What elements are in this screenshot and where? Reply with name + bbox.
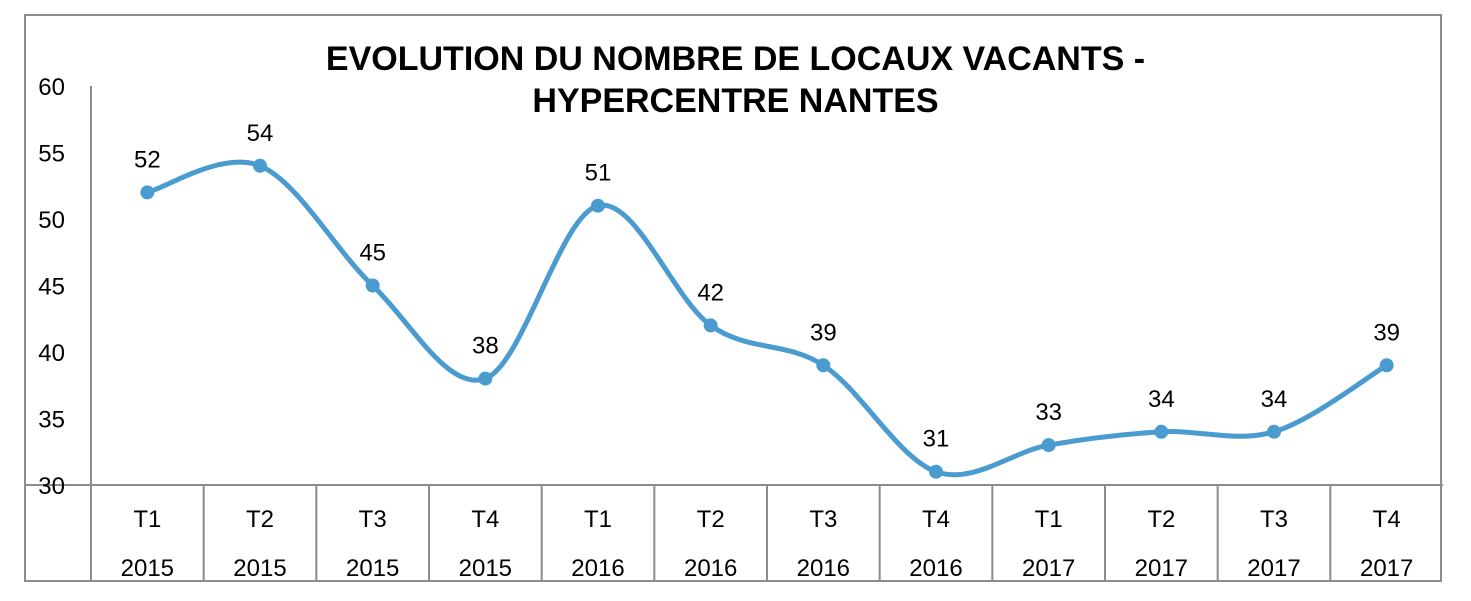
data-label: 39 <box>810 319 837 346</box>
data-label: 34 <box>1148 386 1175 413</box>
x-tick-label-quarter: T4 <box>922 506 950 533</box>
x-tick-label-year: 2017 <box>1360 555 1413 582</box>
x-tick-label-quarter: T1 <box>584 506 612 533</box>
x-tick-label-year: 2015 <box>121 555 174 582</box>
y-tick-label: 30 <box>38 473 65 500</box>
data-label: 38 <box>472 333 499 360</box>
data-point <box>816 358 831 373</box>
y-tick-label: 45 <box>38 274 65 301</box>
data-label: 54 <box>247 120 274 147</box>
data-point <box>929 464 943 479</box>
x-tick-label-quarter: T2 <box>697 506 725 533</box>
data-label: 52 <box>134 146 161 173</box>
x-tick-label-year: 2017 <box>1022 555 1075 582</box>
data-label: 45 <box>359 240 386 267</box>
x-tick-label-year: 2016 <box>571 555 624 582</box>
data-point <box>591 198 605 213</box>
x-tick-label-quarter: T1 <box>133 506 161 533</box>
x-tick-label-quarter: T4 <box>1373 506 1401 533</box>
data-point <box>1041 438 1056 453</box>
y-tick-label: 40 <box>38 340 65 367</box>
chart-title: EVOLUTION DU NOMBRE DE LOCAUX VACANTS - … <box>0 38 1471 122</box>
x-tick-label-quarter: T4 <box>471 506 499 533</box>
x-tick-label-year: 2015 <box>233 555 286 582</box>
y-tick-label: 35 <box>38 407 65 434</box>
x-tick-label-quarter: T1 <box>1035 506 1063 533</box>
x-tick-label-quarter: T3 <box>1260 506 1288 533</box>
data-label: 42 <box>697 279 724 306</box>
data-point <box>478 371 493 386</box>
chart-frame <box>24 14 1442 582</box>
data-point <box>1154 424 1169 439</box>
x-tick-label-year: 2017 <box>1135 555 1188 582</box>
x-tick-label-year: 2015 <box>459 555 512 582</box>
x-tick-label-quarter: T3 <box>359 506 387 533</box>
data-point <box>1267 424 1281 439</box>
data-point <box>365 278 380 293</box>
chart-title-line2: HYPERCENTRE NANTES <box>532 82 939 120</box>
data-label: 51 <box>585 160 612 187</box>
data-label: 31 <box>923 426 950 453</box>
chart-title-line1: EVOLUTION DU NOMBRE DE LOCAUX VACANTS - <box>325 40 1146 78</box>
x-tick-label-quarter: T3 <box>809 506 837 533</box>
x-tick-label-quarter: T2 <box>246 506 274 533</box>
x-tick-label-year: 2016 <box>909 555 962 582</box>
x-tick-label-year: 2016 <box>797 555 850 582</box>
data-point <box>140 185 155 200</box>
data-label: 34 <box>1261 386 1288 413</box>
series-line <box>144 159 1390 478</box>
data-point <box>703 318 718 333</box>
x-tick-label-year: 2017 <box>1247 555 1300 582</box>
data-label: 33 <box>1035 399 1062 426</box>
y-tick-label: 55 <box>38 141 65 168</box>
data-point <box>253 158 267 173</box>
y-tick-label: 60 <box>38 74 65 101</box>
data-point <box>1379 358 1394 373</box>
data-label: 39 <box>1373 319 1400 346</box>
x-tick-label-year: 2016 <box>684 555 737 582</box>
x-tick-label-quarter: T2 <box>1147 506 1175 533</box>
x-tick-label-year: 2015 <box>346 555 399 582</box>
y-tick-label: 50 <box>38 207 65 234</box>
